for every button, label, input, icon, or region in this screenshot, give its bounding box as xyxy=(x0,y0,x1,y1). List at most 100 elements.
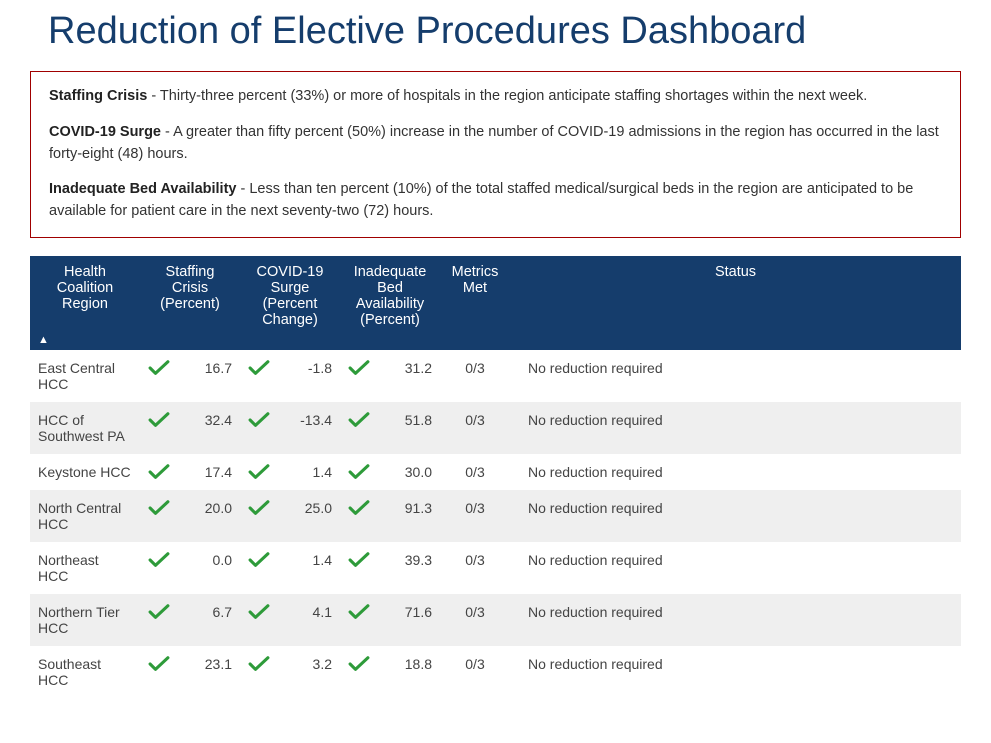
column-header-staffing[interactable]: Staffing Crisis (Percent) xyxy=(140,256,240,350)
metrics-met-cell: 0/3 xyxy=(440,646,510,698)
staffing-value: 23.1 xyxy=(176,656,232,672)
bed-value: 31.2 xyxy=(376,360,432,376)
staffing-cell: 6.7 xyxy=(140,594,240,646)
surge-value: -13.4 xyxy=(276,412,332,428)
check-icon xyxy=(148,552,170,568)
region-cell: Keystone HCC xyxy=(30,454,140,490)
metrics-met-cell: 0/3 xyxy=(440,454,510,490)
check-icon xyxy=(348,656,370,672)
table-row: Northeast HCC 0.0 1.4 39.3 0/3No reduction r… xyxy=(30,542,961,594)
surge-value: 1.4 xyxy=(276,464,332,480)
definition-text: - Thirty-three percent (33%) or more of … xyxy=(147,88,867,104)
check-icon xyxy=(148,656,170,672)
surge-cell: -1.8 xyxy=(240,350,340,402)
bed-value: 71.6 xyxy=(376,604,432,620)
definition-label: Inadequate Bed Availability xyxy=(49,181,236,197)
metrics-table: Health Coalition Region ▲ Staffing Crisi… xyxy=(30,256,961,698)
staffing-cell: 0.0 xyxy=(140,542,240,594)
metrics-met-cell: 0/3 xyxy=(440,490,510,542)
table-row: East Central HCC16.7-1.831.20/3No reduct… xyxy=(30,350,961,402)
surge-cell: 4.1 xyxy=(240,594,340,646)
check-icon xyxy=(248,552,270,568)
staffing-value: 0.0 xyxy=(176,552,232,568)
definition-label: COVID-19 Surge xyxy=(49,124,161,140)
region-cell: East Central HCC xyxy=(30,350,140,402)
surge-cell: -13.4 xyxy=(240,402,340,454)
staffing-value: 16.7 xyxy=(176,360,232,376)
surge-value: 1.4 xyxy=(276,552,332,568)
bed-value: 18.8 xyxy=(376,656,432,672)
column-header-metrics-met[interactable]: Metrics Met xyxy=(440,256,510,350)
bed-cell: 91.3 xyxy=(340,490,440,542)
surge-cell: 25.0 xyxy=(240,490,340,542)
bed-cell: 51.8 xyxy=(340,402,440,454)
column-header-bed[interactable]: Inadequate Bed Availability (Percent) xyxy=(340,256,440,350)
check-icon xyxy=(248,604,270,620)
sort-ascending-icon: ▲ xyxy=(38,334,49,346)
check-icon xyxy=(348,500,370,516)
definition-staffing: Staffing Crisis - Thirty-three percent (… xyxy=(49,86,942,108)
surge-value: 25.0 xyxy=(276,500,332,516)
check-icon xyxy=(148,604,170,620)
metrics-met-cell: 0/3 xyxy=(440,402,510,454)
page-title: Reduction of Elective Procedures Dashboa… xyxy=(48,10,961,53)
region-cell: North Central HCC xyxy=(30,490,140,542)
column-header-surge[interactable]: COVID-19 Surge (Percent Change) xyxy=(240,256,340,350)
region-cell: Southeast HCC xyxy=(30,646,140,698)
check-icon xyxy=(248,500,270,516)
column-header-status[interactable]: Status xyxy=(510,256,961,350)
bed-cell: 18.8 xyxy=(340,646,440,698)
definition-surge: COVID-19 Surge - A greater than fifty pe… xyxy=(49,122,942,166)
check-icon xyxy=(148,464,170,480)
region-cell: Northern Tier HCC xyxy=(30,594,140,646)
column-header-label: Health Coalition Region xyxy=(57,264,113,312)
surge-cell: 1.4 xyxy=(240,542,340,594)
region-cell: Northeast HCC xyxy=(30,542,140,594)
table-row: HCC of Southwest PA 32.4 -13.4 51.80/3No re… xyxy=(30,402,961,454)
status-cell: No reduction required xyxy=(510,402,961,454)
definition-text: - A greater than fifty percent (50%) inc… xyxy=(49,124,939,162)
status-cell: No reduction required xyxy=(510,454,961,490)
check-icon xyxy=(248,656,270,672)
check-icon xyxy=(148,360,170,376)
table-body: East Central HCC16.7-1.831.20/3No reduct… xyxy=(30,350,961,698)
check-icon xyxy=(148,500,170,516)
table-row: North Central HCC20.0 25.0 91.30/3No reduc… xyxy=(30,490,961,542)
check-icon xyxy=(348,360,370,376)
staffing-cell: 16.7 xyxy=(140,350,240,402)
surge-cell: 1.4 xyxy=(240,454,340,490)
bed-cell: 31.2 xyxy=(340,350,440,402)
surge-value: 4.1 xyxy=(276,604,332,620)
status-cell: No reduction required xyxy=(510,350,961,402)
surge-cell: 3.2 xyxy=(240,646,340,698)
bed-cell: 30.0 xyxy=(340,454,440,490)
staffing-cell: 17.4 xyxy=(140,454,240,490)
staffing-value: 17.4 xyxy=(176,464,232,480)
table-row: Southeast HCC 23.1 3.2 18.8 0/3No reduction … xyxy=(30,646,961,698)
staffing-value: 32.4 xyxy=(176,412,232,428)
status-cell: No reduction required xyxy=(510,542,961,594)
staffing-cell: 32.4 xyxy=(140,402,240,454)
status-cell: No reduction required xyxy=(510,646,961,698)
metrics-met-cell: 0/3 xyxy=(440,594,510,646)
staffing-cell: 20.0 xyxy=(140,490,240,542)
table-row: Northern Tier HCC6.74.171.60/3No reducti… xyxy=(30,594,961,646)
status-cell: No reduction required xyxy=(510,490,961,542)
staffing-cell: 23.1 xyxy=(140,646,240,698)
bed-value: 39.3 xyxy=(376,552,432,568)
surge-value: 3.2 xyxy=(276,656,332,672)
region-cell: HCC of Southwest PA xyxy=(30,402,140,454)
check-icon xyxy=(348,552,370,568)
surge-value: -1.8 xyxy=(276,360,332,376)
check-icon xyxy=(248,412,270,428)
staffing-value: 6.7 xyxy=(176,604,232,620)
check-icon xyxy=(248,464,270,480)
check-icon xyxy=(348,464,370,480)
definition-label: Staffing Crisis xyxy=(49,88,147,104)
check-icon xyxy=(248,360,270,376)
check-icon xyxy=(348,604,370,620)
column-header-region[interactable]: Health Coalition Region ▲ xyxy=(30,256,140,350)
definitions-box: Staffing Crisis - Thirty-three percent (… xyxy=(30,71,961,238)
bed-value: 30.0 xyxy=(376,464,432,480)
metrics-met-cell: 0/3 xyxy=(440,542,510,594)
